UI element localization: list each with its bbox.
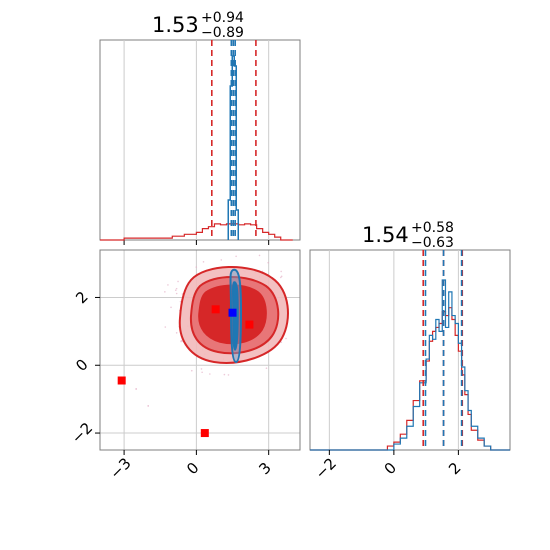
sample-point [285,337,287,340]
sample-point [265,367,268,370]
panel-bottom-left-x-ticks: −3 0 3 [106,450,275,483]
panel-top-left-grid [123,40,270,245]
panel-top-left-title: 1.53 +0.94 −0.89 [152,10,244,41]
sample-point [200,368,203,370]
sample-point [175,292,178,295]
panel-top-left-quantile-lines [211,40,257,240]
title-1-lower: −0.89 [201,25,244,41]
title-1-value: 1.53 [152,13,199,37]
sample-point [174,289,177,292]
sample-point [201,371,203,374]
sample-point [220,259,223,261]
sample-point [280,275,283,278]
blue-marker [228,308,237,317]
y-tick-label: 2 [72,288,91,307]
sample-point [170,306,172,309]
sample-point [258,254,261,257]
x-tick-label: 3 [255,459,274,478]
sample-point [147,405,149,407]
sample-point [209,373,211,375]
x-tick-label: 0 [381,459,400,478]
sample-point [164,326,167,328]
sample-point [280,270,282,273]
panel-bottom-right-x-ticks: −2 0 2 [312,450,465,483]
panel-bottom-right-title: 1.54 +0.58 −0.63 [362,220,454,251]
sample-point [195,266,198,268]
panel-bottom-right-frame [309,249,511,451]
sample-point [280,341,283,344]
red-histogram [310,307,510,451]
red-histogram [100,223,293,241]
sample-point [167,284,169,286]
sample-point [267,261,269,264]
sample-point [223,373,226,376]
blue-histogram [310,279,510,451]
red-marker [245,320,254,329]
sample-point [175,332,178,334]
red-marker [211,305,220,314]
sample-point [279,276,282,279]
sample-point [164,291,166,293]
panel-bottom-right-quantile-lines [422,250,464,450]
sample-point [202,261,205,263]
panel-bottom-left: −3 0 3 −2 0 2 [68,237,301,483]
sample-point [212,244,214,246]
sample-point [180,340,182,343]
title-2-lower: −0.63 [411,235,454,251]
title-2-upper: +0.58 [411,220,454,236]
red-marker [200,429,209,438]
sample-point [235,255,237,258]
panel-bottom-right-histograms [310,279,510,451]
panel-bottom-left-frame [99,249,301,451]
sample-point [217,243,219,245]
sample-point [256,245,258,247]
panel-top-left: 1.53 +0.94 −0.89 [99,10,301,245]
sample-point [177,280,179,283]
x-tick-label: −2 [312,454,340,482]
x-tick-label: 0 [183,459,202,478]
marker-squares [117,305,254,438]
sample-point [218,237,220,239]
panel-bottom-left-y-ticks: −2 0 2 [68,288,100,447]
sample-point [135,388,137,390]
sample-point [190,369,193,372]
sample-point [232,241,234,243]
panel-bottom-right: −2 0 2 1.54 +0.58 −0.63 [309,220,511,483]
sample-point [227,374,230,376]
panel-bottom-right-grid [328,250,459,450]
red-marker [117,376,126,385]
x-tick-label: 2 [445,459,464,478]
title-1-upper: +0.94 [201,10,244,26]
title-2-value: 1.54 [362,223,409,247]
y-tick-label: −2 [68,419,96,447]
panel-top-left-frame [99,39,301,241]
sample-point [175,287,178,290]
x-tick-label: −3 [106,454,134,482]
y-tick-label: 0 [72,356,91,375]
